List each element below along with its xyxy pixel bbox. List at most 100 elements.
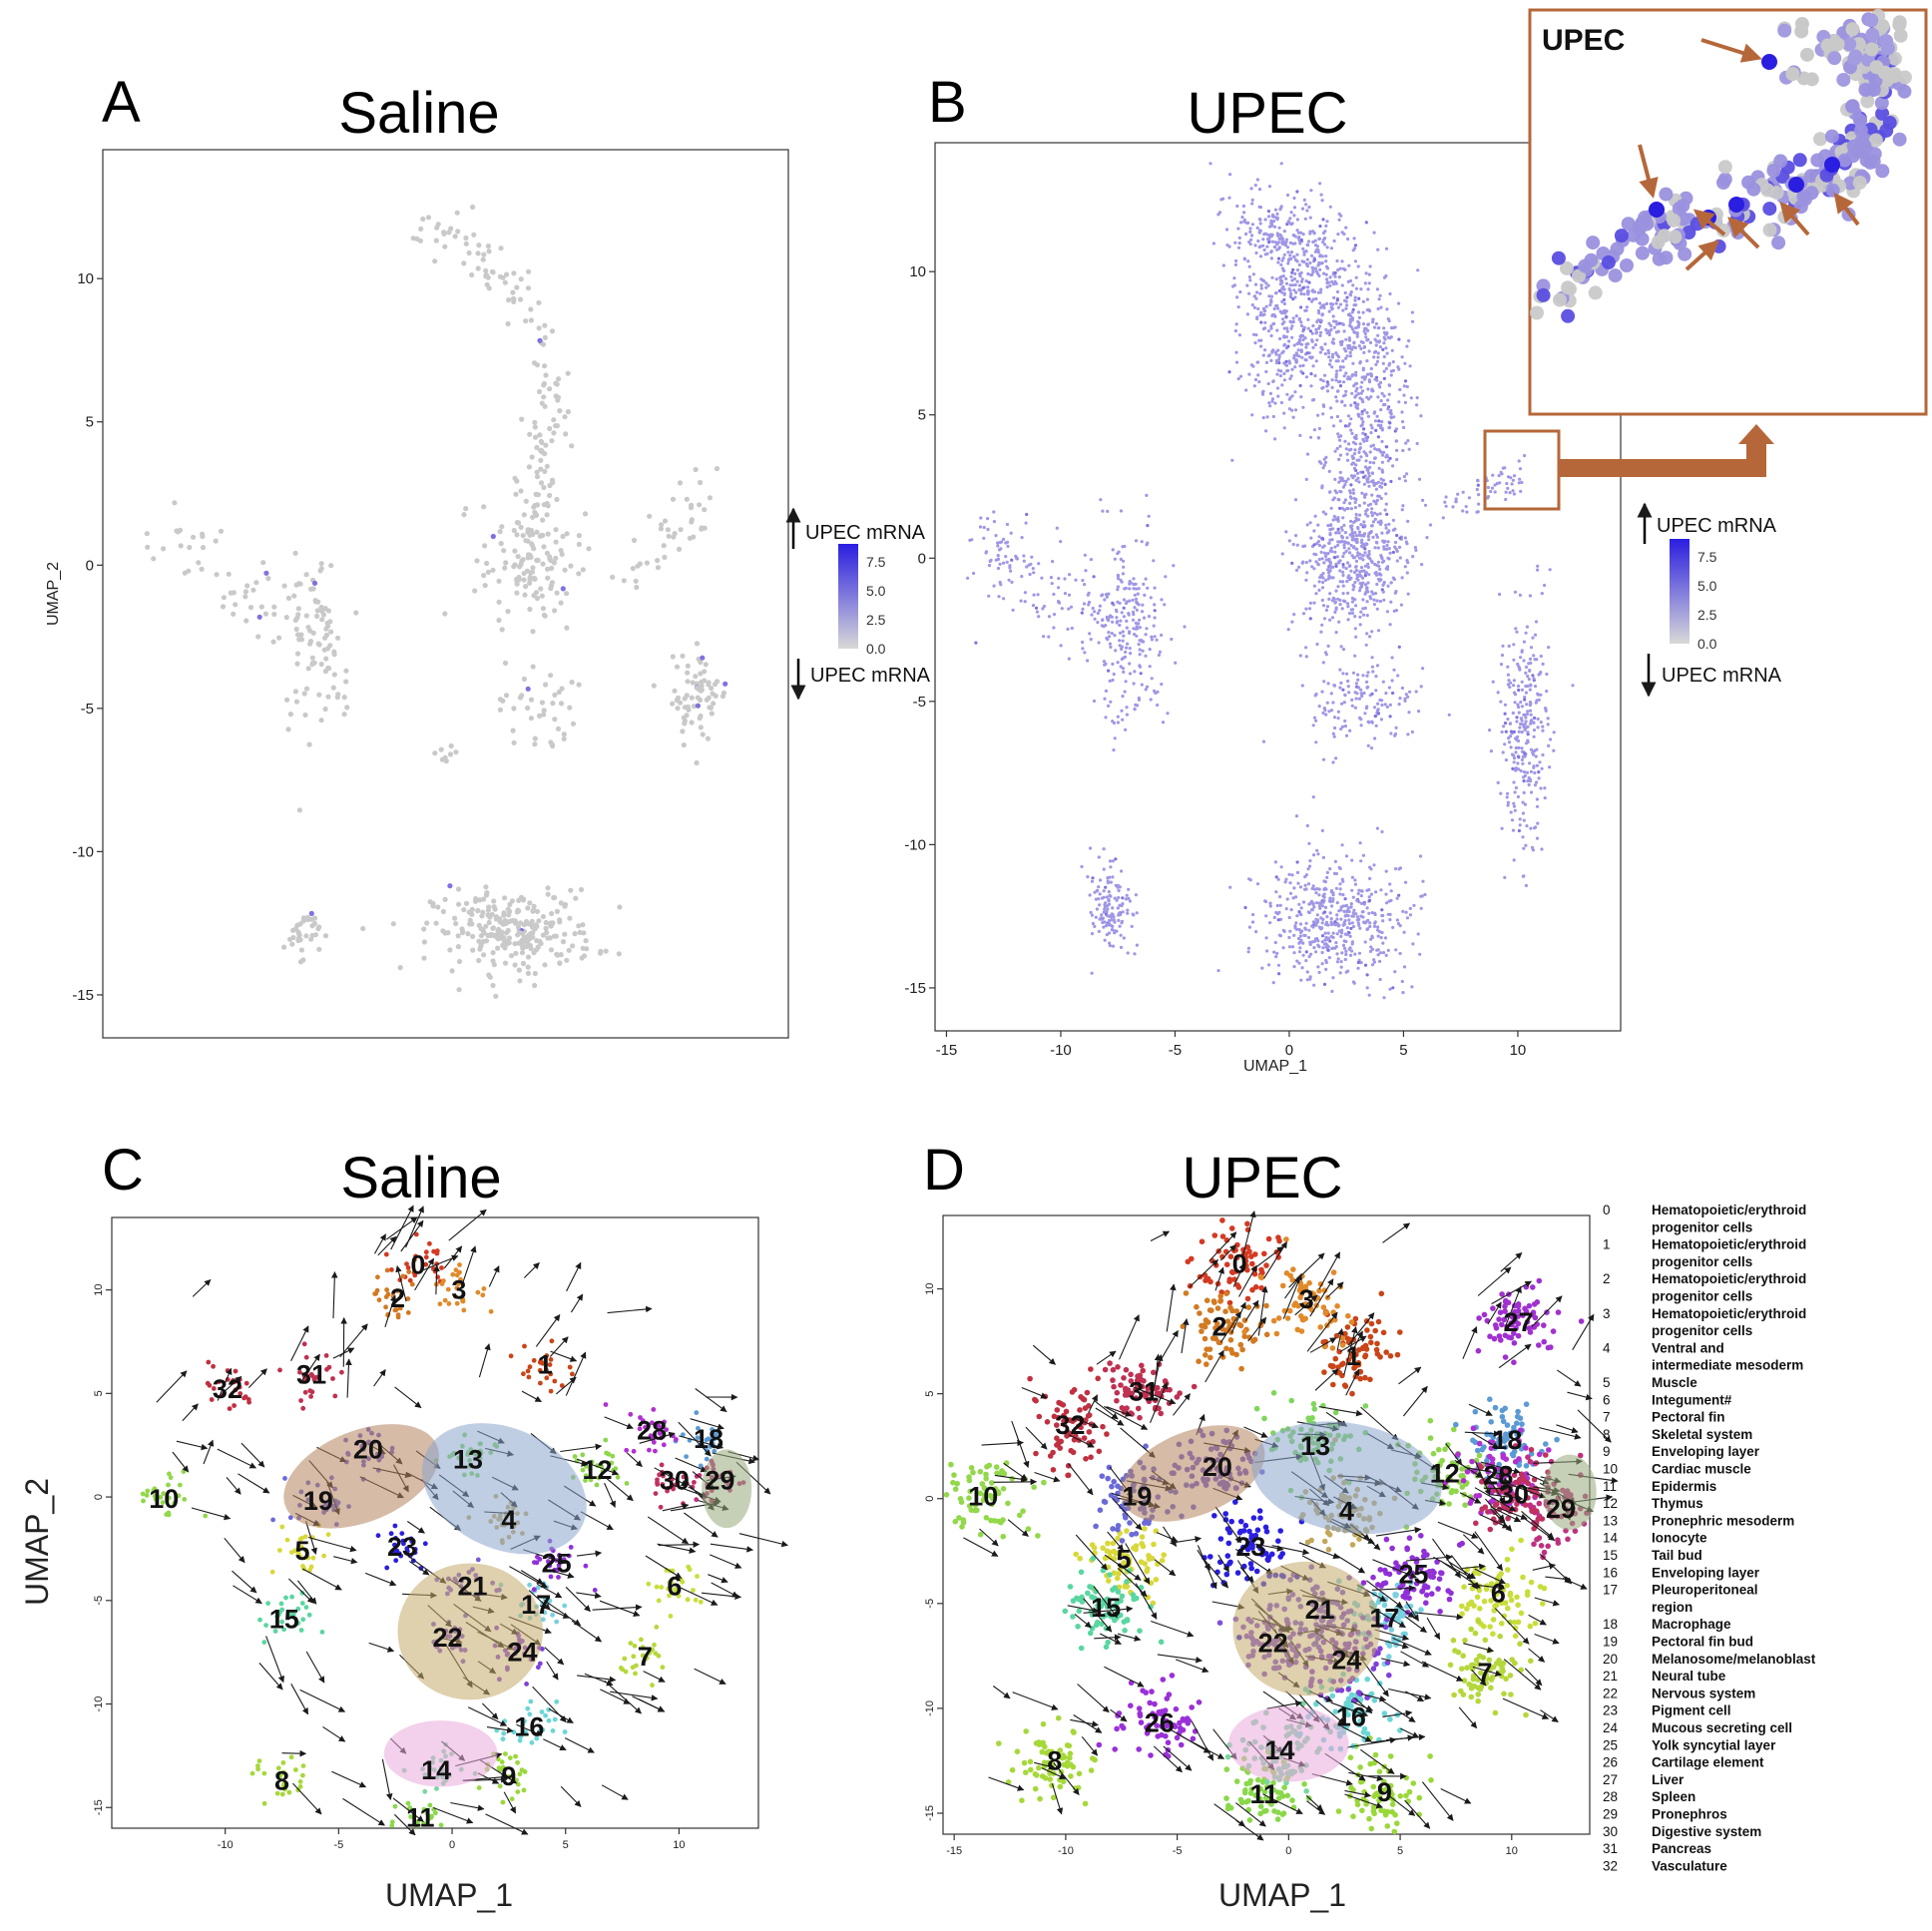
cell-point xyxy=(1356,476,1360,480)
cell-point xyxy=(1311,925,1315,929)
cell-point xyxy=(1393,540,1398,545)
cell-point xyxy=(292,617,298,624)
cell-point xyxy=(1506,791,1510,795)
cell-point xyxy=(1282,371,1286,376)
cell-point xyxy=(231,611,237,617)
cell-point xyxy=(1370,426,1374,430)
cell-point xyxy=(293,699,300,705)
cell-point xyxy=(1320,486,1324,490)
cell-point xyxy=(1244,388,1248,392)
cell-point xyxy=(1298,334,1302,338)
cell-point xyxy=(1270,275,1274,279)
cluster-cell-point xyxy=(325,1532,331,1538)
cell-point xyxy=(987,594,991,598)
cell-point xyxy=(1256,373,1260,377)
cell-point xyxy=(459,929,466,936)
cell-point xyxy=(1363,524,1367,528)
cell-point xyxy=(505,927,511,934)
cell-point xyxy=(1110,918,1114,922)
cell-point xyxy=(1037,562,1041,566)
cell-point xyxy=(1295,252,1299,256)
cell-point xyxy=(552,717,558,723)
cell-point xyxy=(1379,888,1383,892)
cell-point xyxy=(1395,457,1399,462)
cell-point xyxy=(1351,456,1356,460)
cell-point xyxy=(1347,547,1351,551)
cell-point xyxy=(1354,373,1358,377)
cell-point xyxy=(1394,948,1398,952)
cell-point xyxy=(1359,961,1363,965)
cell-point xyxy=(1410,729,1414,734)
cell-point xyxy=(1540,592,1544,596)
y-tick-label: 10 xyxy=(909,263,926,280)
cell-point xyxy=(1516,794,1520,799)
cell-point xyxy=(527,431,533,437)
cell-point xyxy=(548,947,555,953)
cell-point xyxy=(525,905,531,911)
cell-point xyxy=(1361,607,1365,611)
cell-point xyxy=(1259,320,1263,324)
cell-point xyxy=(1312,257,1317,261)
cell-point xyxy=(260,560,266,566)
cell-point xyxy=(1519,701,1523,705)
cell-point xyxy=(695,703,702,709)
cell-point xyxy=(1235,295,1239,299)
cell-point xyxy=(1320,347,1324,351)
cell-point xyxy=(1308,559,1312,563)
cell-point xyxy=(1121,695,1125,699)
cell-point xyxy=(1281,256,1285,260)
cell-point xyxy=(1406,439,1410,443)
cell-point xyxy=(1277,226,1281,230)
cell-point xyxy=(325,694,331,700)
cell-point xyxy=(698,671,704,677)
cell-point xyxy=(483,892,490,898)
cell-point xyxy=(1248,230,1252,234)
cell-point xyxy=(706,695,712,701)
cell-point xyxy=(305,666,311,672)
cell-point xyxy=(562,931,568,937)
cell-point xyxy=(1284,907,1288,911)
cell-point xyxy=(1497,474,1501,478)
cell-point xyxy=(316,692,322,698)
cell-point xyxy=(1128,662,1132,666)
cell-point xyxy=(1350,858,1354,862)
cell-point xyxy=(1326,682,1330,686)
cell-point xyxy=(1311,795,1315,799)
cell-point xyxy=(1503,742,1507,746)
cell-point xyxy=(560,939,567,945)
cell-point xyxy=(1353,538,1357,542)
cell-point xyxy=(1344,913,1348,917)
cell-point xyxy=(1378,951,1382,955)
cell-point xyxy=(1288,891,1293,895)
cluster-cell-point xyxy=(550,1612,555,1618)
cell-point xyxy=(1095,907,1099,911)
cell-point xyxy=(1536,692,1540,696)
cell-point xyxy=(1323,237,1327,241)
cell-point xyxy=(1327,469,1331,473)
cluster-cell-point xyxy=(653,1448,658,1454)
cell-point xyxy=(1330,989,1334,994)
cell-point xyxy=(1246,259,1250,263)
cell-point xyxy=(1300,966,1304,970)
cell-point xyxy=(1391,368,1395,372)
cell-point xyxy=(1280,290,1284,294)
cell-point xyxy=(1384,692,1388,696)
cell-point xyxy=(283,615,289,621)
cell-point xyxy=(1290,620,1294,624)
cell-point xyxy=(1402,930,1406,934)
cell-point xyxy=(1118,601,1122,606)
cluster-cell-point xyxy=(275,1765,281,1771)
cell-point xyxy=(1325,285,1329,289)
cell-point xyxy=(1338,882,1342,886)
cell-point xyxy=(543,919,549,926)
cluster-cell-point xyxy=(144,1493,150,1498)
cell-point xyxy=(1366,671,1370,675)
cluster-cell-point xyxy=(651,1407,657,1412)
cell-point xyxy=(1278,895,1282,899)
cell-point xyxy=(421,955,427,961)
cell-point xyxy=(491,962,497,968)
cell-point xyxy=(1291,297,1295,301)
cell-point xyxy=(1404,910,1408,914)
x-tick-label: -10 xyxy=(1050,1042,1072,1059)
cell-point xyxy=(1143,593,1147,598)
